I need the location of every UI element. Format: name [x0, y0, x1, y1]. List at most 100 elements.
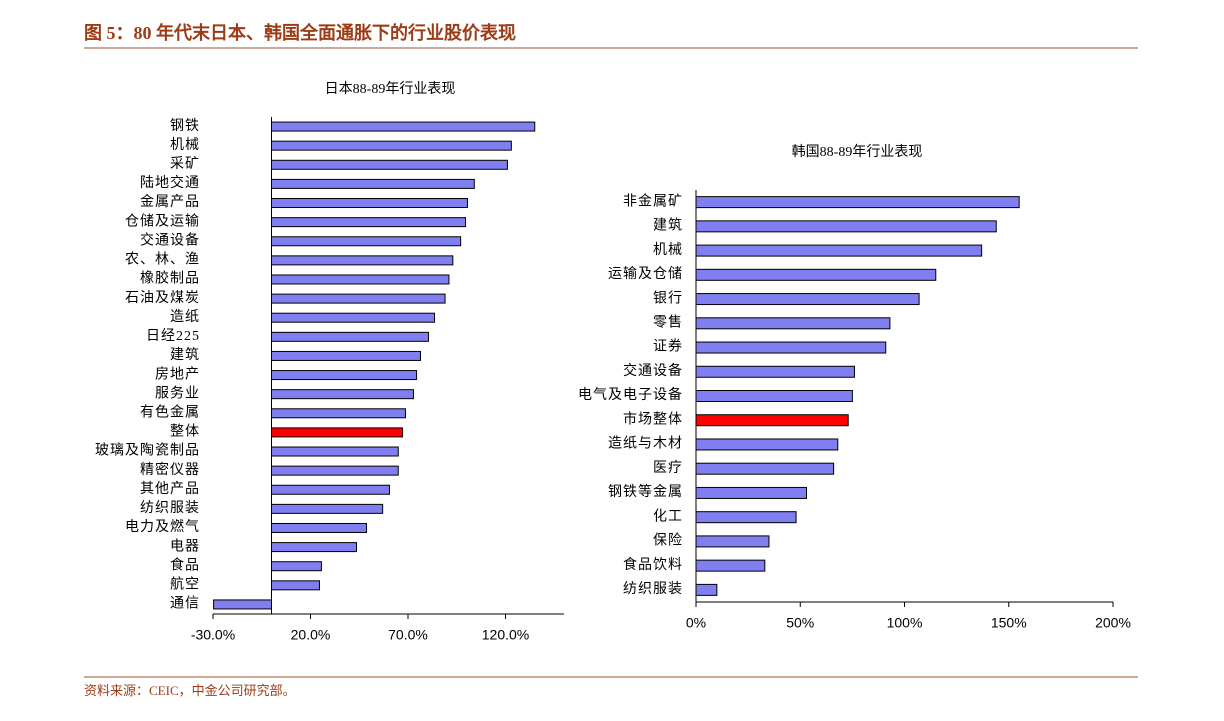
bar — [271, 522, 367, 533]
bar — [695, 390, 853, 402]
category-label: 食品 — [170, 556, 200, 573]
bar — [271, 465, 399, 476]
bar — [271, 389, 414, 400]
category-label: 农、林、渔 — [125, 252, 200, 268]
chart-title: 韩国88-89年行业表现 — [792, 144, 923, 160]
category-label: 纺织服装 — [623, 581, 683, 597]
category-label: 采矿 — [170, 156, 200, 172]
category-label: 运输及仓储 — [608, 266, 683, 282]
bar — [271, 159, 508, 170]
category-label: 橡胶制品 — [140, 270, 200, 287]
category-label: 整体 — [170, 424, 200, 440]
category-label: 机械 — [170, 137, 200, 153]
category-label: 金属产品 — [140, 194, 200, 210]
bar — [271, 503, 384, 514]
category-label: 化工 — [653, 508, 683, 524]
bar — [271, 198, 468, 209]
category-label: 零售 — [653, 315, 683, 331]
bar — [213, 599, 273, 610]
category-label: 钢铁 — [170, 118, 200, 134]
category-label: 其他产品 — [140, 481, 200, 497]
category-label: 建筑 — [653, 218, 683, 234]
x-tick-label: 150% — [991, 615, 1027, 631]
bar — [695, 220, 997, 233]
bar — [695, 438, 839, 451]
category-label: 证券 — [653, 339, 683, 355]
category-label: 交通设备 — [623, 362, 683, 379]
x-tick-label: -30.0% — [191, 627, 235, 643]
bar — [271, 446, 399, 457]
bar — [271, 331, 429, 342]
category-label: 通信 — [170, 596, 200, 612]
category-label: 电器 — [170, 538, 200, 554]
source-note: 资料来源：CEIC，中金公司研究部。 — [84, 683, 296, 698]
bar — [271, 236, 462, 247]
category-label: 房地产 — [155, 366, 200, 382]
category-label: 玻璃及陶瓷制品 — [95, 442, 200, 459]
bar — [695, 365, 855, 378]
bar — [271, 255, 454, 266]
category-label: 银行 — [653, 290, 683, 306]
category-label: 钢铁等金属 — [608, 483, 683, 500]
bar — [271, 140, 512, 151]
bar — [271, 312, 436, 323]
bar — [695, 317, 891, 330]
x-tick-label: 100% — [887, 615, 923, 631]
category-label: 精密仪器 — [140, 461, 200, 478]
bar — [695, 293, 920, 306]
figure-title: 图 5：80 年代末日本、韩国全面通胀下的行业股价表现 — [84, 22, 516, 43]
category-label: 陆地交通 — [140, 174, 200, 191]
category-label: 机械 — [653, 242, 683, 258]
category-label: 交通设备 — [140, 231, 200, 248]
category-label: 市场整体 — [623, 410, 683, 427]
bar — [271, 408, 406, 419]
bar — [271, 274, 450, 285]
category-label: 航空 — [170, 577, 200, 593]
bar — [271, 350, 421, 361]
category-label: 造纸与木材 — [608, 436, 683, 452]
category-label: 食品饮料 — [623, 556, 683, 573]
category-label: 造纸 — [170, 309, 200, 325]
x-tick-label: 0% — [686, 615, 706, 631]
bar — [271, 293, 446, 304]
bar — [695, 511, 797, 524]
category-label: 纺织服装 — [140, 500, 200, 516]
category-label: 保险 — [653, 533, 683, 549]
category-label: 电气及电子设备 — [578, 386, 683, 403]
bar — [695, 341, 887, 354]
bar — [271, 217, 467, 228]
bar — [695, 414, 849, 427]
bar — [695, 244, 983, 257]
chart-title: 日本88-89年行业表现 — [325, 81, 456, 97]
bar — [695, 196, 1020, 209]
x-tick-label: 20.0% — [291, 627, 331, 643]
bar — [271, 484, 390, 495]
category-label: 石油及煤炭 — [125, 290, 200, 306]
category-label: 服务业 — [155, 385, 200, 401]
bar — [271, 121, 536, 132]
category-label: 建筑 — [170, 347, 200, 363]
category-label: 仓储及运输 — [125, 213, 200, 229]
category-label: 电力及燃气 — [125, 518, 200, 535]
bar — [695, 462, 835, 475]
bar — [271, 580, 320, 591]
category-label: 日经225 — [146, 328, 200, 344]
bar — [271, 370, 418, 381]
category-label: 医疗 — [653, 460, 683, 476]
bar — [695, 559, 766, 572]
x-tick-label: 70.0% — [388, 627, 428, 643]
bar — [271, 561, 322, 572]
x-tick-label: 200% — [1095, 615, 1131, 631]
bar — [695, 486, 808, 499]
bar — [271, 427, 404, 438]
x-tick-label: 50% — [786, 615, 814, 631]
bar — [695, 535, 770, 548]
bar — [695, 268, 937, 281]
bar — [695, 583, 718, 596]
bar — [271, 542, 358, 553]
x-tick-label: 120.0% — [482, 627, 529, 643]
category-label: 有色金属 — [140, 404, 200, 421]
bar — [271, 178, 475, 189]
category-label: 非金属矿 — [623, 193, 683, 209]
